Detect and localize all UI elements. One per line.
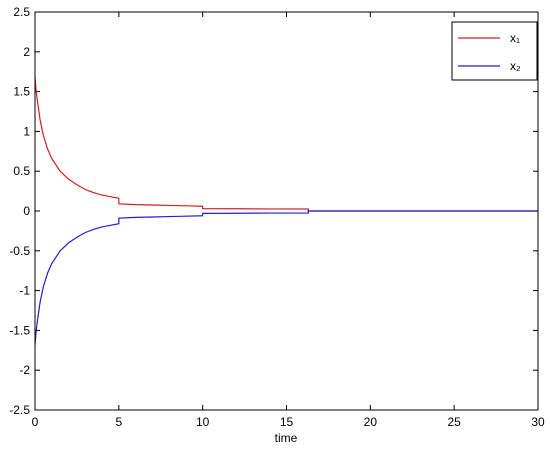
y-tick-label: -1.5 xyxy=(9,323,30,337)
plot-frame xyxy=(34,11,539,411)
y-tick-label: -2.5 xyxy=(9,403,30,417)
y-tick-label: -0.5 xyxy=(9,244,30,258)
y-tick-label: -1 xyxy=(19,284,30,298)
y-tick-label: 2.5 xyxy=(13,5,30,19)
x-tick-label: 25 xyxy=(447,415,461,429)
series-line xyxy=(34,210,538,345)
y-tick-label: -2 xyxy=(19,363,30,377)
x-axis-label: time xyxy=(275,431,298,445)
legend-label: x₂ xyxy=(510,59,521,73)
x-tick-label: 20 xyxy=(364,415,378,429)
legend-label: x₁ xyxy=(510,31,520,45)
x-tick-label: 30 xyxy=(531,415,545,429)
series-line xyxy=(34,77,538,212)
y-tick-label: 1.5 xyxy=(13,85,30,99)
x-tick-label: 5 xyxy=(115,415,122,429)
y-tick-label: 0 xyxy=(23,204,30,218)
x-tick-label: 10 xyxy=(196,415,210,429)
x-tick-label: 0 xyxy=(32,415,39,429)
y-tick-label: 1 xyxy=(23,124,30,138)
x-tick-label: 15 xyxy=(280,415,294,429)
y-tick-label: 0.5 xyxy=(13,164,30,178)
legend-box xyxy=(451,21,538,81)
y-tick-label: 2 xyxy=(23,45,30,59)
